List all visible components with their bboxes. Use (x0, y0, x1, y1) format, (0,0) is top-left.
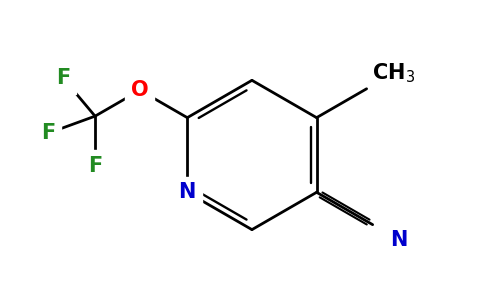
Text: O: O (131, 80, 149, 100)
Text: F: F (88, 156, 102, 176)
Text: F: F (41, 123, 56, 143)
Text: CH$_3$: CH$_3$ (372, 61, 415, 85)
Text: N: N (179, 182, 196, 202)
Text: N: N (390, 230, 407, 250)
Text: F: F (56, 68, 70, 88)
